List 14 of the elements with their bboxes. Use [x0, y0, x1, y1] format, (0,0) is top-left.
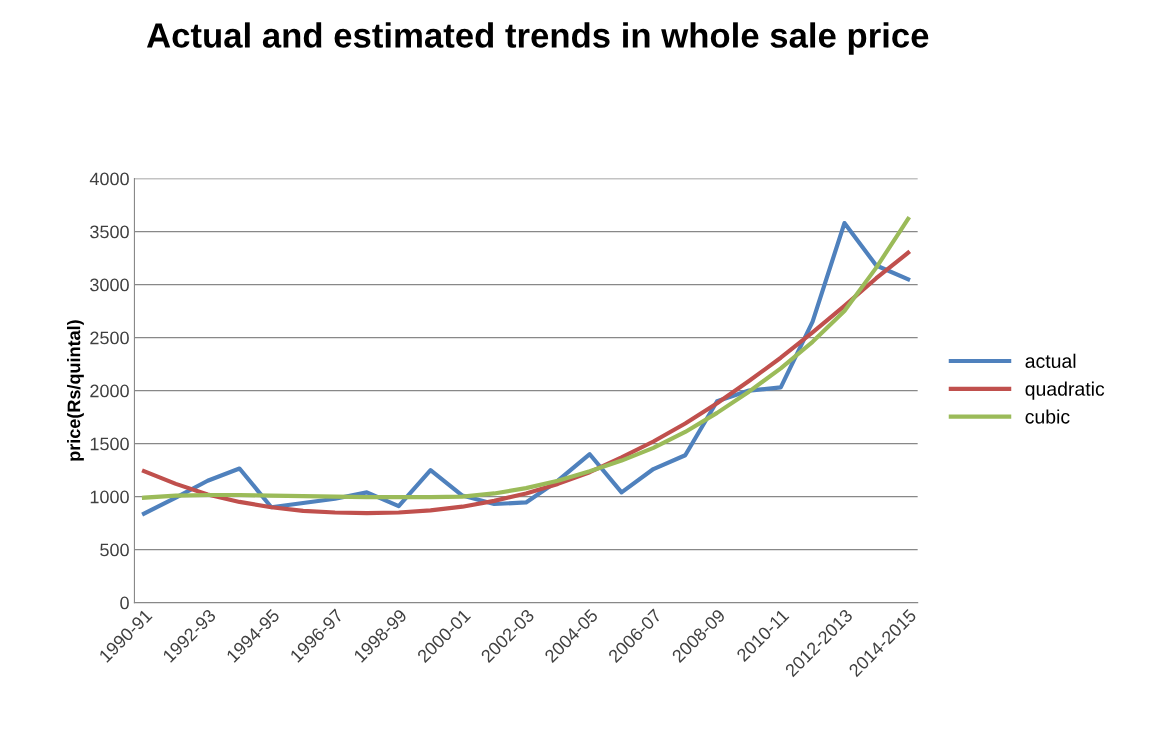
y-tick-label: 1000: [90, 490, 129, 504]
y-tick-label: 500: [100, 543, 129, 557]
y-tick-label: 2500: [90, 331, 129, 345]
y-tick-label: 1500: [90, 437, 129, 451]
legend-label: actual: [1025, 353, 1076, 368]
y-tick-label: 3500: [90, 225, 129, 239]
y-tick-label: 2000: [90, 384, 129, 398]
legend-label: quadratic: [1025, 381, 1105, 400]
chart-title: Actual and estimated trends in whole sale price: [146, 22, 929, 55]
legend-label: cubic: [1025, 409, 1070, 424]
y-tick-label: 4000: [89, 172, 129, 186]
y-tick-label: 3000: [90, 278, 129, 292]
y-axis-title: price(Rs/quintal): [67, 320, 84, 461]
y-tick-label: 0: [120, 596, 129, 610]
